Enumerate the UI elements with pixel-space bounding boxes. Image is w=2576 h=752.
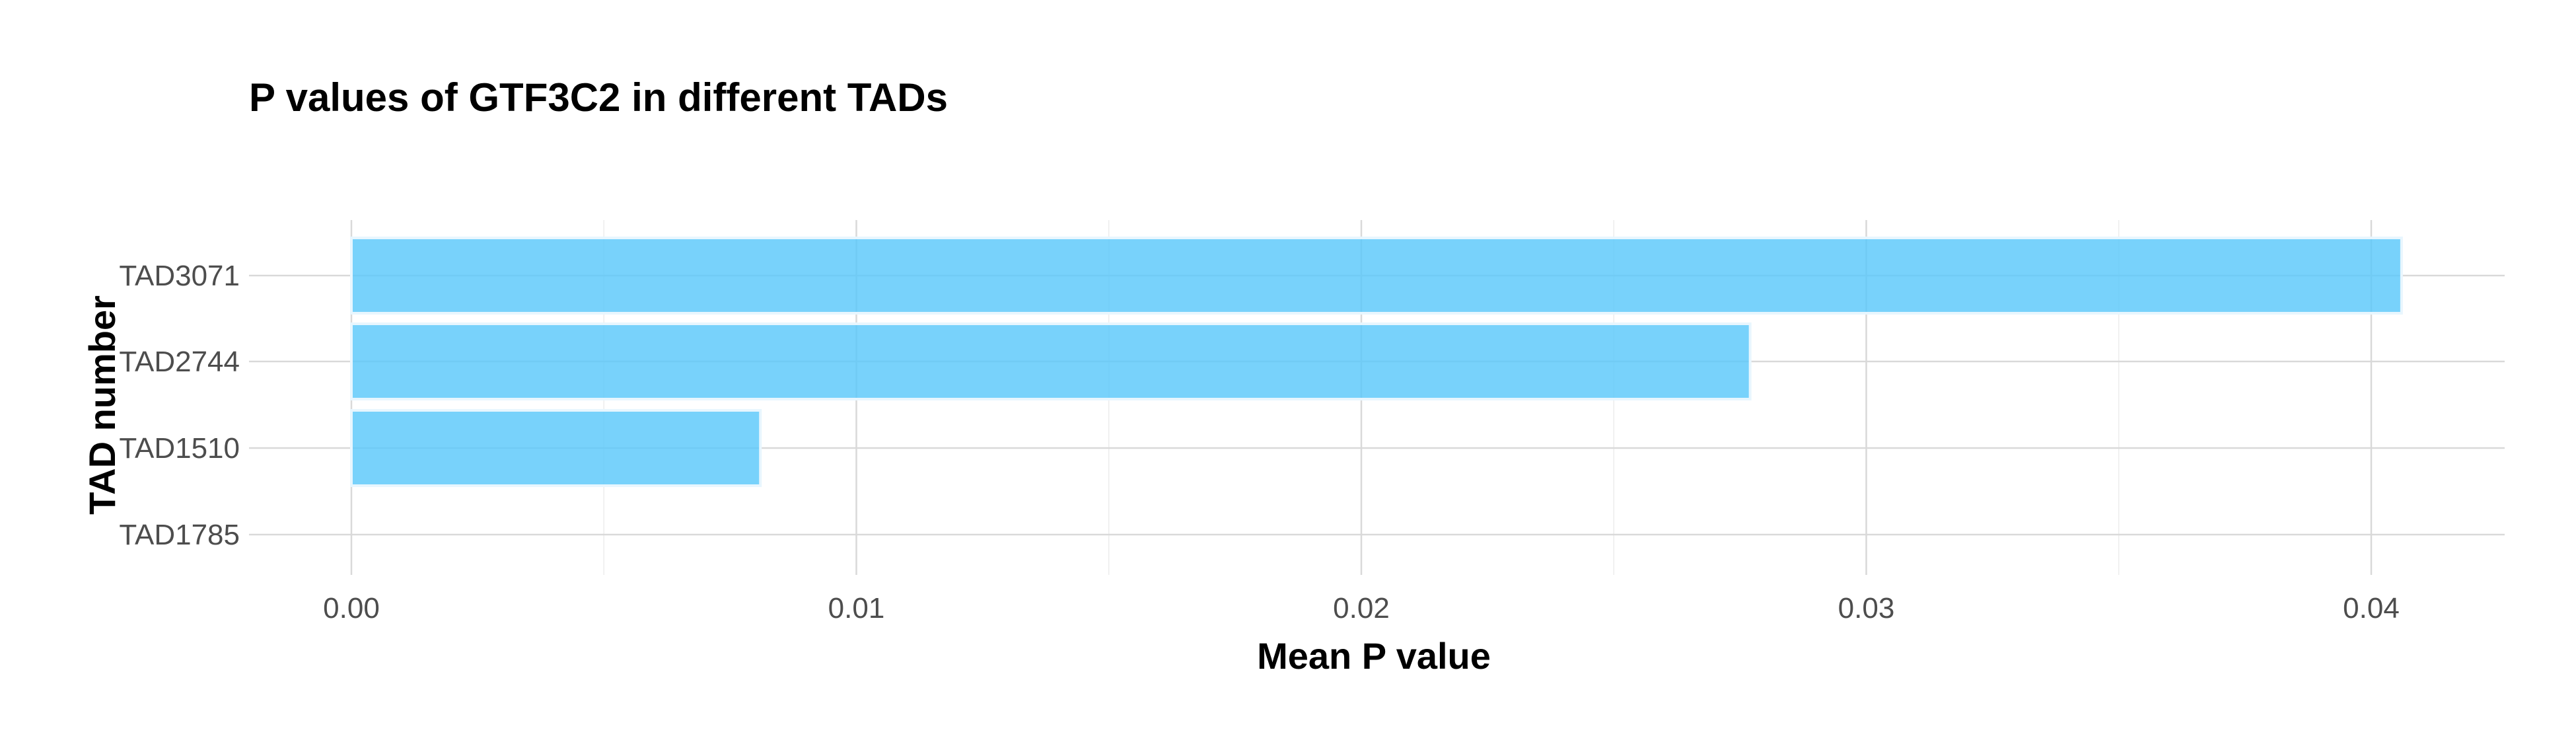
x-tick-label: 0.00: [323, 592, 380, 624]
x-tick-label: 0.02: [1333, 592, 1390, 624]
y-tick-label: TAD1510: [119, 432, 240, 465]
bars: [350, 237, 2403, 487]
x-axis-title: Mean P value: [1257, 635, 1491, 677]
x-tick-label: 0.01: [828, 592, 885, 624]
y-tick-label: TAD2744: [119, 346, 240, 378]
y-tick-labels: TAD3071 TAD2744 TAD1510 TAD1785: [119, 260, 240, 551]
bar-tad2744: [350, 322, 1752, 400]
y-tick-label: TAD3071: [119, 260, 240, 292]
bar-tad1510: [350, 409, 762, 487]
chart-title: P values of GTF3C2 in different TADs: [249, 75, 948, 120]
x-tick-label: 0.03: [1838, 592, 1895, 624]
y-tick-label: TAD1785: [119, 519, 240, 551]
x-tick-label: 0.04: [2343, 592, 2400, 624]
bar-tad3071: [350, 237, 2403, 315]
y-axis-title: TAD number: [81, 295, 123, 515]
x-tick-labels: 0.00 0.01 0.02 0.03 0.04: [323, 592, 2400, 624]
